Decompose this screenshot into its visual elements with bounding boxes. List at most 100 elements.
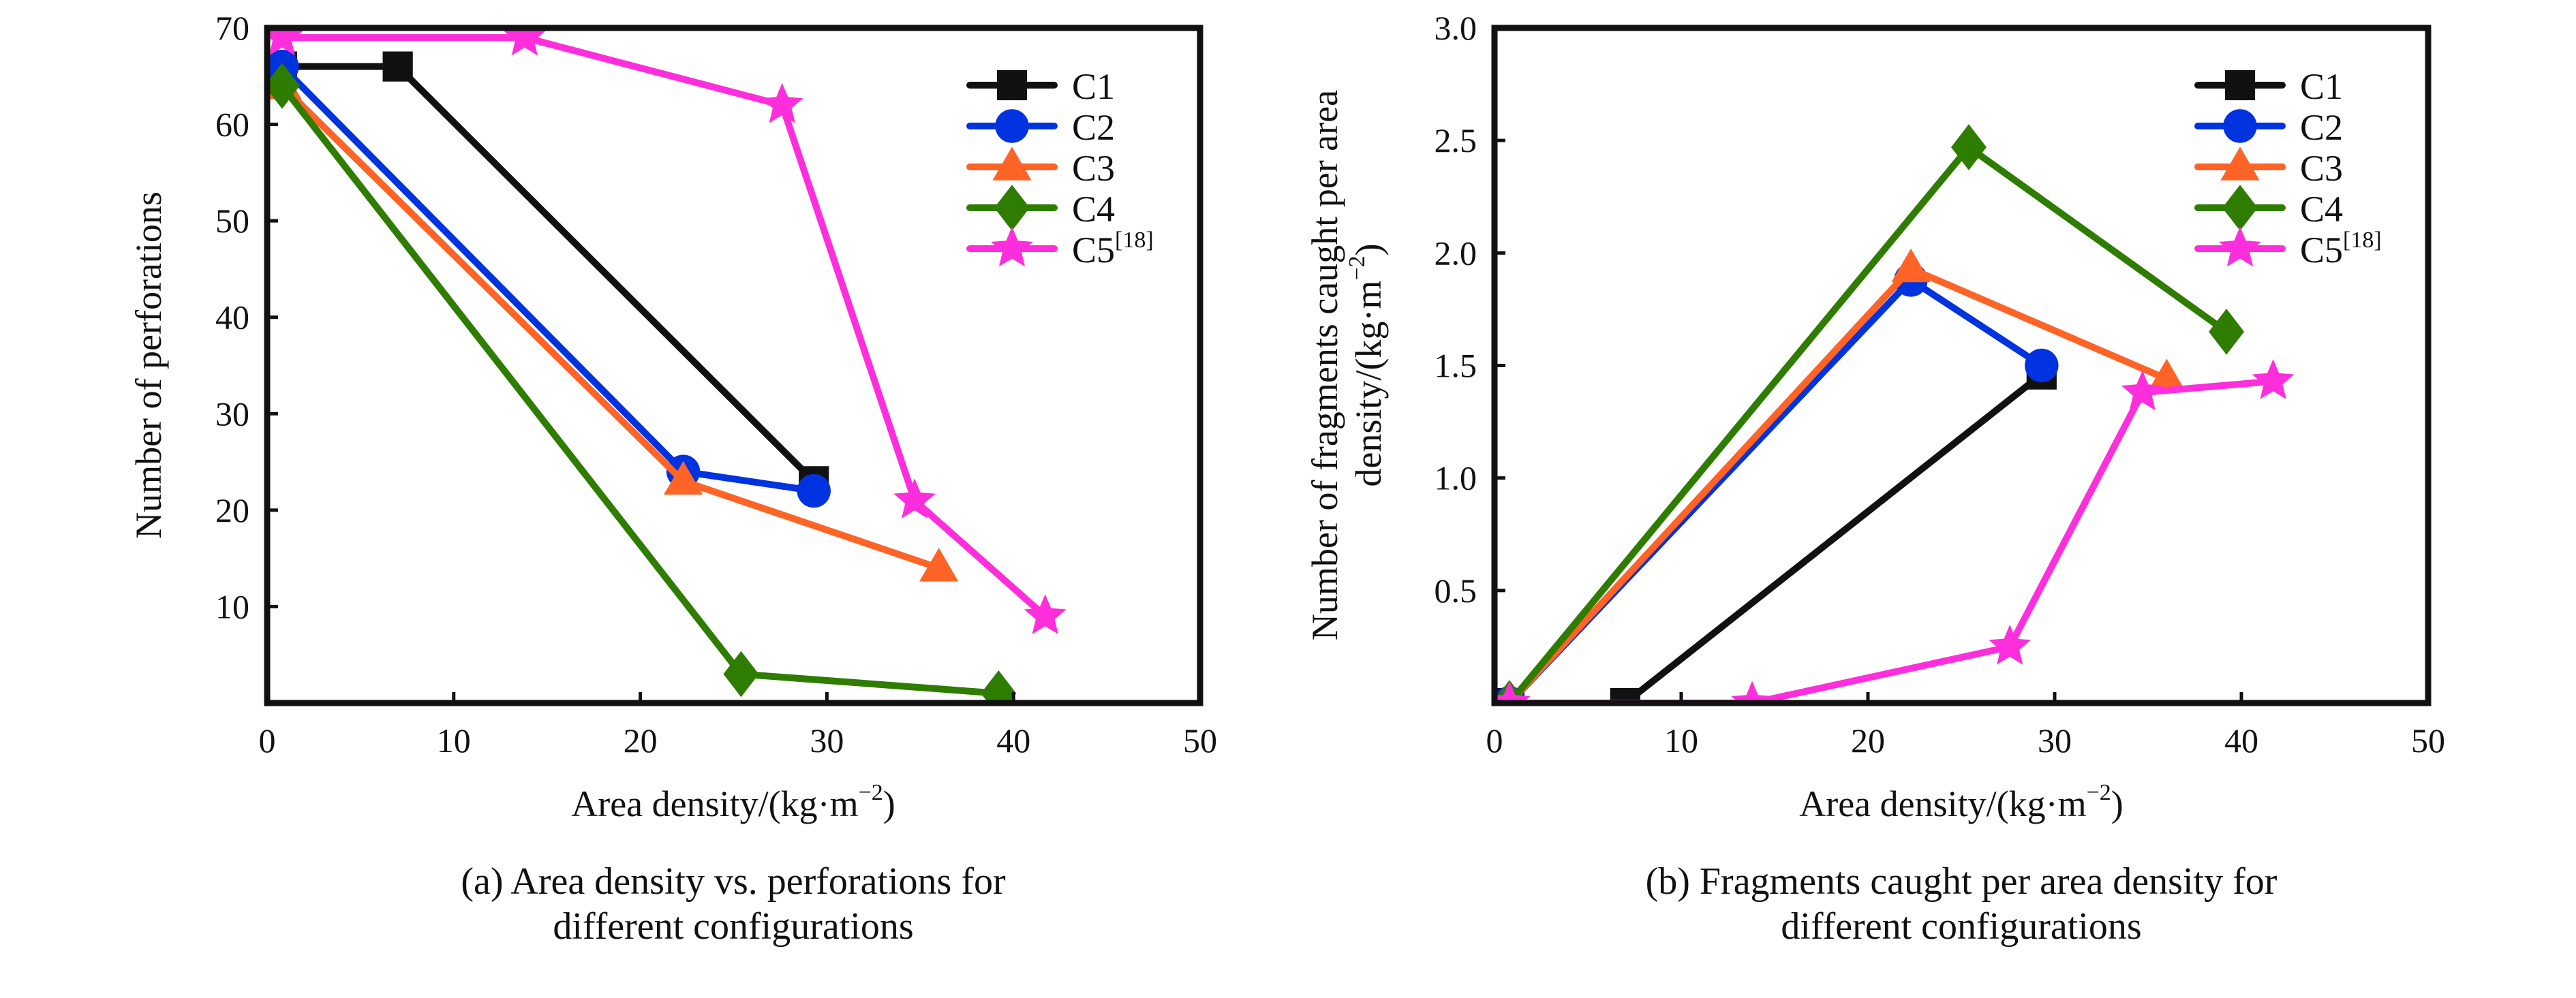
data-point-c3 [919, 548, 959, 582]
data-point-c1 [1610, 687, 1640, 703]
data-point-c5 [1731, 681, 1773, 703]
x-tick-label: 10 [437, 721, 471, 760]
legend-item-c2: C2 [966, 107, 1115, 148]
y-axis-label-a: Number of perforations [128, 191, 169, 539]
legend-marker-icon [995, 109, 1029, 143]
legend-label: C3 [1072, 148, 1115, 189]
chart-panel-a: 0 10 20 30 40 50 10 20 30 40 50 60 70 C1C2C3C4C5[18]… [128, 9, 1217, 948]
y-tick-label: 2.5 [1435, 121, 1477, 159]
data-point-c5 [2252, 359, 2295, 399]
data-point-c5 [2121, 370, 2164, 411]
legend-item-c4: C4 [2194, 185, 2343, 231]
data-point-c5 [893, 478, 936, 518]
legend-label: C1 [2300, 66, 2343, 107]
legend-label: C4 [2300, 189, 2343, 230]
y-tick-label: 10 [215, 587, 249, 625]
legend-item-c1: C1 [966, 66, 1115, 107]
x-axis-label-b: Area density/(kg·m−2) [1799, 780, 2123, 824]
data-point-c5 [1024, 594, 1067, 634]
data-point-c4 [981, 670, 1017, 703]
caption-b-line-2: different configurations [1781, 905, 2141, 948]
data-point-c4 [2209, 309, 2245, 355]
data-point-c3 [663, 461, 703, 495]
legend-item-c5: C5[18] [966, 226, 1154, 270]
x-tick-label: 50 [1183, 721, 1217, 760]
data-point-c5 [761, 82, 803, 123]
y-axis-label-b-line-1: Number of fragments caught per area [1304, 90, 1345, 640]
legend-label: C4 [1072, 189, 1115, 230]
series-layer-b [1494, 124, 2295, 703]
legend-label: C2 [2300, 107, 2343, 148]
data-point-c5 [503, 25, 546, 56]
x-tick-label: 20 [624, 721, 658, 760]
legend-item-c4: C4 [966, 185, 1115, 231]
data-point-c5 [267, 25, 303, 56]
caption-a-line-1: (a) Area density vs. perforations for [461, 860, 1006, 903]
legend-item-c2: C2 [2194, 107, 2343, 148]
legend-marker-icon [2224, 69, 2256, 101]
y-tick-label: 0.5 [1435, 572, 1477, 610]
data-point-c2 [2025, 348, 2059, 383]
series-c5 [267, 25, 1067, 634]
series-layer-a [267, 25, 1067, 703]
y-axis-label-b-line-2: density/(kg·m−2) [1345, 243, 1389, 486]
legend-label: C5[18] [1072, 228, 1154, 270]
data-point-c4 [1950, 124, 1987, 170]
x-tick-label: 30 [2038, 721, 2072, 760]
caption-b-line-1: (b) Fragments caught per area density fo… [1646, 860, 2278, 903]
caption-a-line-2: different configurations [553, 905, 913, 948]
legend-marker-icon [992, 146, 1032, 181]
data-point-c5 [1989, 624, 2031, 665]
y-tick-label: 20 [215, 491, 249, 529]
series-c5 [1494, 359, 2295, 703]
series-c4 [267, 63, 1017, 703]
series-line-c1 [1509, 371, 2044, 703]
data-point-c3 [1891, 248, 1931, 283]
y-tick-label: 1.0 [1435, 459, 1477, 497]
chart-panel-b: 0 10 20 30 40 50 0.5 1.0 1.5 2.0 2.5 3.0 C1C2C3C4C5… [1304, 9, 2445, 948]
x-tick-label: 30 [810, 721, 844, 760]
y-tick-label: 1.5 [1435, 347, 1477, 385]
legend-label: C2 [1072, 107, 1115, 148]
y-tick-label: 2.0 [1435, 234, 1477, 272]
legend-label: C3 [2300, 148, 2343, 189]
legend-item-c1: C1 [2194, 66, 2343, 107]
data-point-c5 [1494, 681, 1531, 703]
y-tick-label: 60 [215, 106, 249, 144]
x-tick-label: 50 [2411, 721, 2445, 760]
legend-label: C1 [1072, 66, 1115, 107]
x-axis-label-a: Area density/(kg·m−2) [571, 780, 895, 824]
legend-item-c5: C5[18] [2194, 226, 2382, 270]
legend-marker-icon [2219, 226, 2261, 267]
legend-marker-icon [991, 226, 1033, 267]
x-tick-label: 10 [1664, 721, 1698, 760]
y-tick-label: 30 [215, 394, 249, 433]
legend-marker-icon [2222, 185, 2258, 231]
data-point-c2 [797, 473, 831, 508]
y-tick-label: 50 [215, 202, 249, 240]
x-tick-label: 20 [1851, 721, 1885, 760]
x-tick-label: 0 [1486, 721, 1503, 760]
x-tick-label: 0 [259, 721, 276, 760]
x-tick-label: 40 [996, 721, 1030, 760]
legend-item-c3: C3 [2194, 146, 2343, 189]
legend-label: C5[18] [2300, 228, 2382, 270]
ticks-layer-a: 0 10 20 30 40 50 10 20 30 40 50 60 70 [215, 9, 1217, 760]
legend-item-c3: C3 [966, 146, 1115, 189]
y-tick-label: 70 [215, 9, 249, 47]
plot-frame-a [264, 25, 1203, 706]
data-point-c1 [382, 51, 413, 82]
legend-marker-icon [996, 69, 1028, 101]
ticks-layer-b: 0 10 20 30 40 50 0.5 1.0 1.5 2.0 2.5 3.0 [1435, 9, 2446, 760]
data-point-c3 [2147, 358, 2186, 393]
y-tick-label: 40 [215, 298, 249, 337]
data-point-c4 [267, 63, 300, 109]
legend-marker-icon [994, 185, 1030, 231]
y-tick-label: 3.0 [1435, 9, 1477, 47]
x-tick-label: 40 [2224, 721, 2258, 760]
legend-marker-icon [2220, 146, 2260, 181]
legend-marker-icon [2223, 109, 2257, 143]
